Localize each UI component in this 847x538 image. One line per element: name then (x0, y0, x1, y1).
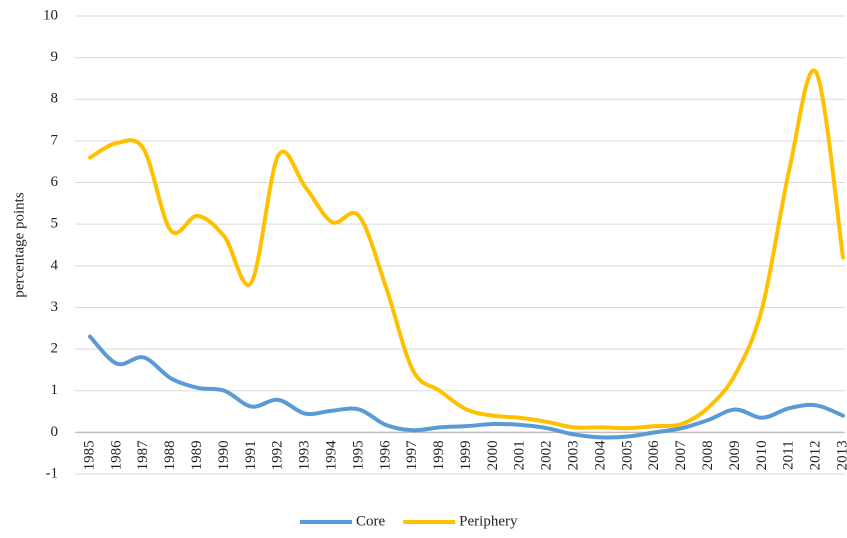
x-tick-label: 1999 (458, 440, 474, 470)
x-tick-label: 1995 (350, 440, 366, 470)
y-tick-label: 1 (51, 382, 59, 398)
x-tick-label: 1990 (216, 440, 232, 470)
y-tick-label: 4 (51, 257, 59, 273)
y-tick-label: 6 (51, 174, 59, 190)
legend-label: Periphery (459, 513, 518, 529)
x-tick-label: 1994 (323, 440, 339, 471)
x-tick-label: 2010 (754, 440, 770, 470)
x-tick-label: 2002 (539, 440, 555, 470)
x-tick-label: 2008 (700, 440, 716, 470)
y-tick-label: 9 (51, 49, 59, 65)
y-tick-label: 3 (51, 299, 59, 315)
x-tick-label: 1988 (162, 440, 178, 470)
x-tick-label: 1985 (81, 440, 97, 470)
y-tick-label: 7 (51, 132, 59, 148)
x-tick-label: 2006 (646, 440, 662, 471)
x-tick-label: 2011 (781, 440, 797, 469)
x-tick-label: 1993 (297, 440, 313, 470)
y-tick-label: 0 (51, 424, 59, 440)
x-tick-label: 2004 (592, 440, 608, 471)
x-tick-label: 2013 (834, 440, 847, 470)
x-tick-label: 2009 (727, 440, 743, 470)
y-tick-label: 10 (43, 7, 58, 23)
line (88, 68, 845, 431)
y-axis-label: percentage points (11, 192, 27, 298)
x-tick-label: 1992 (270, 440, 286, 470)
y-tick-label: 5 (51, 216, 59, 232)
x-tick-label: 1989 (189, 440, 205, 470)
x-tick-label: 1987 (135, 440, 151, 471)
x-tick-label: 1986 (108, 440, 124, 471)
x-tick-label: 2001 (512, 440, 528, 470)
legend-label: Core (356, 513, 386, 529)
x-tick-label: 2005 (619, 440, 635, 470)
x-tick-label: 1997 (404, 440, 420, 471)
x-tick-label: 2007 (673, 440, 689, 471)
x-tick-label: 1996 (377, 440, 393, 471)
x-tick-label: 1998 (431, 440, 447, 470)
x-tick-label: 2000 (485, 440, 501, 470)
y-tick-label: 2 (51, 341, 59, 357)
y-tick-label: 8 (51, 91, 59, 107)
x-tick-label: 2003 (566, 440, 582, 470)
line (88, 334, 845, 440)
x-tick-label: 1991 (243, 440, 259, 470)
y-tick-label: -1 (46, 465, 59, 481)
x-tick-label: 2012 (808, 440, 824, 470)
